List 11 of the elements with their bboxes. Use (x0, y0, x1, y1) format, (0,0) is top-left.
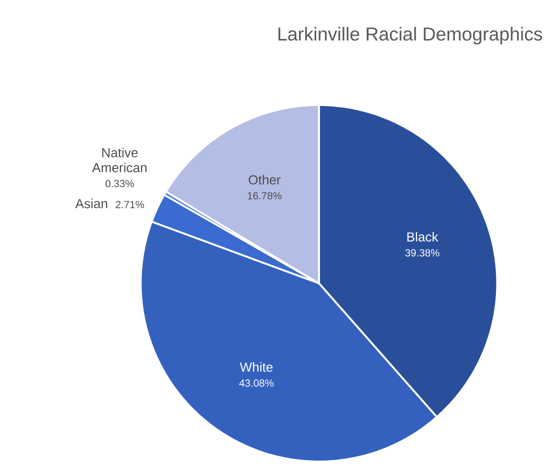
data-label: 43.08% (239, 380, 274, 387)
slice-label: Other (248, 174, 281, 185)
data-label: 0.33% (106, 180, 134, 188)
data-label: 39.38% (405, 249, 440, 257)
chart-title: Larkinville Racial Demographics (278, 27, 542, 44)
slice-label: Native American (92, 148, 146, 172)
slice-label: White (240, 362, 273, 372)
slice-label: Asian (75, 198, 108, 208)
data-label: 2.71% (116, 201, 144, 208)
data-label: 16.78% (248, 192, 282, 200)
slice-label: Black (407, 232, 438, 242)
